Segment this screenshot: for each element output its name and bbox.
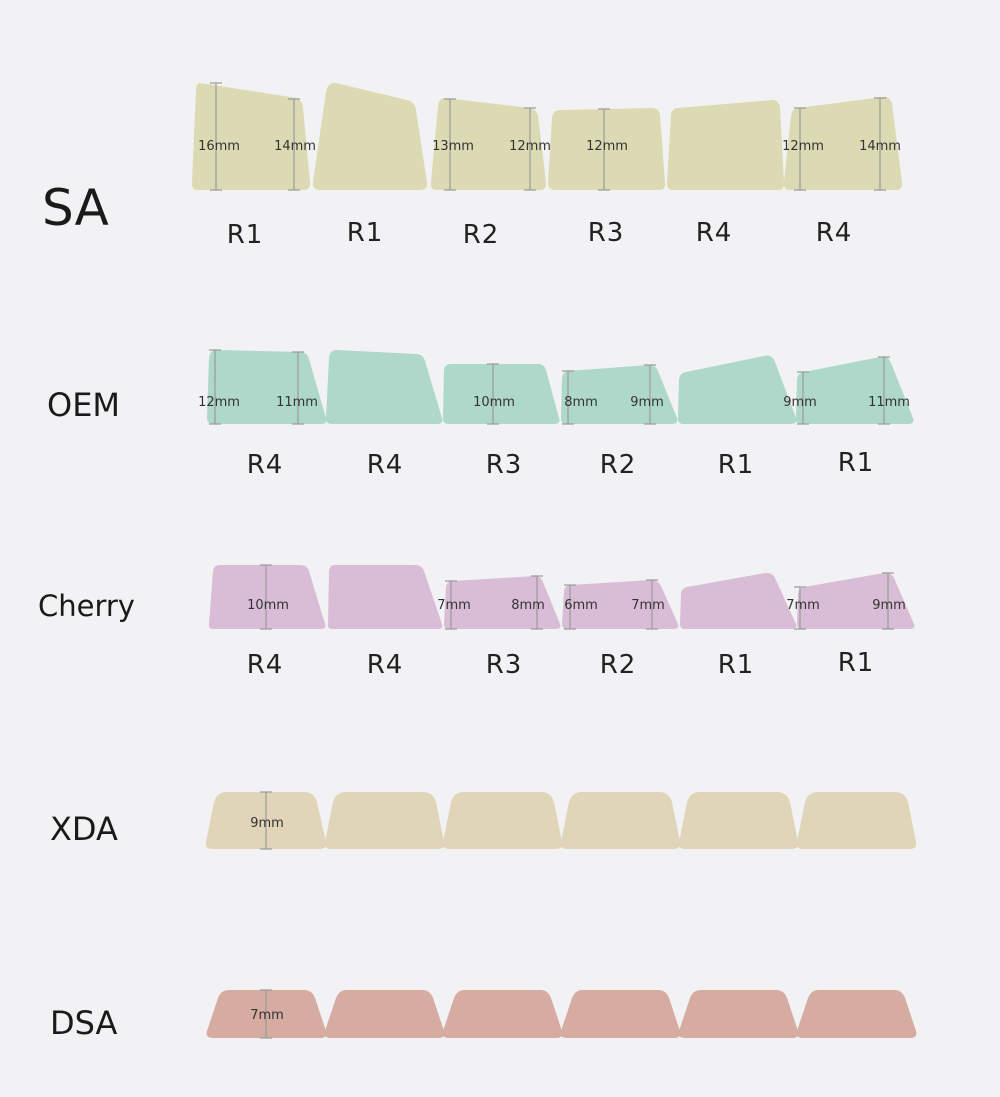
row-label: R3 xyxy=(588,218,625,248)
measure-lines-sa xyxy=(210,82,886,191)
row-label: R3 xyxy=(486,650,523,680)
profile-cherry: Cherry xyxy=(38,564,915,680)
keycap-oem-1 xyxy=(207,350,327,424)
measure-lines-dsa xyxy=(260,989,272,1039)
measure-label: 12mm xyxy=(586,139,628,154)
measure-label: 14mm xyxy=(274,139,316,154)
keycap-oem-4 xyxy=(561,364,678,424)
keycap-dsa-6 xyxy=(796,990,917,1038)
keycap-dsa-5 xyxy=(678,990,799,1038)
measure-label: 13mm xyxy=(432,139,474,154)
keycap-cherry-5 xyxy=(680,572,797,629)
measure-lines-oem xyxy=(209,349,890,425)
measure-label: 8mm xyxy=(564,395,598,410)
row-label: R4 xyxy=(367,650,404,680)
keycap-dsa-4 xyxy=(560,990,681,1038)
keycap-sa-5 xyxy=(666,100,785,190)
profile-oem: OEM 12 xyxy=(47,349,914,480)
measure-label: 11mm xyxy=(868,395,910,410)
row-label: R3 xyxy=(486,450,523,480)
keycap-dsa-3 xyxy=(442,990,563,1038)
measure-lines-cherry xyxy=(260,564,894,630)
row-label: R2 xyxy=(463,220,500,250)
keycap-oem-2 xyxy=(326,350,443,424)
measure-label: 7mm xyxy=(786,598,820,613)
measure-label: 12mm xyxy=(509,139,551,154)
profile-name-sa: SA xyxy=(42,179,109,237)
measure-label: 9mm xyxy=(872,598,906,613)
profile-name-cherry: Cherry xyxy=(38,589,135,623)
row-label: R4 xyxy=(367,450,404,480)
measure-label: 9mm xyxy=(783,395,817,410)
measure-label: 16mm xyxy=(198,139,240,154)
measure-label: 11mm xyxy=(276,395,318,410)
keycap-cherry-1 xyxy=(208,565,326,629)
row-label: R4 xyxy=(247,650,284,680)
row-label: R1 xyxy=(838,448,875,478)
row-label: R4 xyxy=(696,218,733,248)
keycap-xda-4 xyxy=(560,792,681,849)
measure-label: 10mm xyxy=(473,395,515,410)
profile-xda: XDA 9mm xyxy=(50,791,917,850)
row-label: R4 xyxy=(247,450,284,480)
row-label: R4 xyxy=(816,218,853,248)
profile-name-dsa: DSA xyxy=(50,1004,118,1042)
keycap-oem-3 xyxy=(443,364,560,424)
measure-label: 6mm xyxy=(564,598,598,613)
measure-label: 12mm xyxy=(782,139,824,154)
keycap-dsa-2 xyxy=(324,990,445,1038)
row-label: R2 xyxy=(600,650,637,680)
keycap-cherry-6 xyxy=(797,572,915,629)
keycap-oem-6 xyxy=(796,356,914,424)
measure-label: 8mm xyxy=(511,598,545,613)
measure-lines-xda xyxy=(260,791,272,850)
keycap-xda-3 xyxy=(442,792,563,849)
keycap-xda-6 xyxy=(796,792,917,849)
measure-label: 7mm xyxy=(631,598,665,613)
keycap-cherry-2 xyxy=(327,565,443,629)
profile-dsa: DSA 7mm xyxy=(50,989,917,1042)
measure-label: 12mm xyxy=(198,395,240,410)
keycap-oem-5 xyxy=(678,355,797,424)
profile-name-xda: XDA xyxy=(50,810,118,848)
measure-label: 7mm xyxy=(250,1008,284,1023)
measure-label: 9mm xyxy=(250,816,284,831)
keycap-sa-1 xyxy=(191,82,311,190)
measure-label: 14mm xyxy=(859,139,901,154)
keycap-xda-2 xyxy=(324,792,445,849)
row-label: R1 xyxy=(718,450,755,480)
keycap-xda-5 xyxy=(678,792,799,849)
profile-sa: SA 16m xyxy=(42,82,903,250)
keycap-sa-4 xyxy=(548,108,666,190)
row-label: R1 xyxy=(838,648,875,678)
measure-label: 9mm xyxy=(630,395,664,410)
row-label: R1 xyxy=(718,650,755,680)
measure-label: 10mm xyxy=(247,598,289,613)
keycap-sa-2 xyxy=(312,82,428,190)
keycap-sa-6 xyxy=(783,96,903,190)
measure-label: 7mm xyxy=(437,598,471,613)
keycap-sa-3 xyxy=(430,98,547,190)
row-label: R2 xyxy=(600,450,637,480)
profile-name-oem: OEM xyxy=(47,386,120,424)
row-label: R1 xyxy=(347,218,384,248)
keycap-cherry-4 xyxy=(562,580,679,629)
keycap-cherry-3 xyxy=(444,576,561,629)
row-label: R1 xyxy=(227,220,264,250)
